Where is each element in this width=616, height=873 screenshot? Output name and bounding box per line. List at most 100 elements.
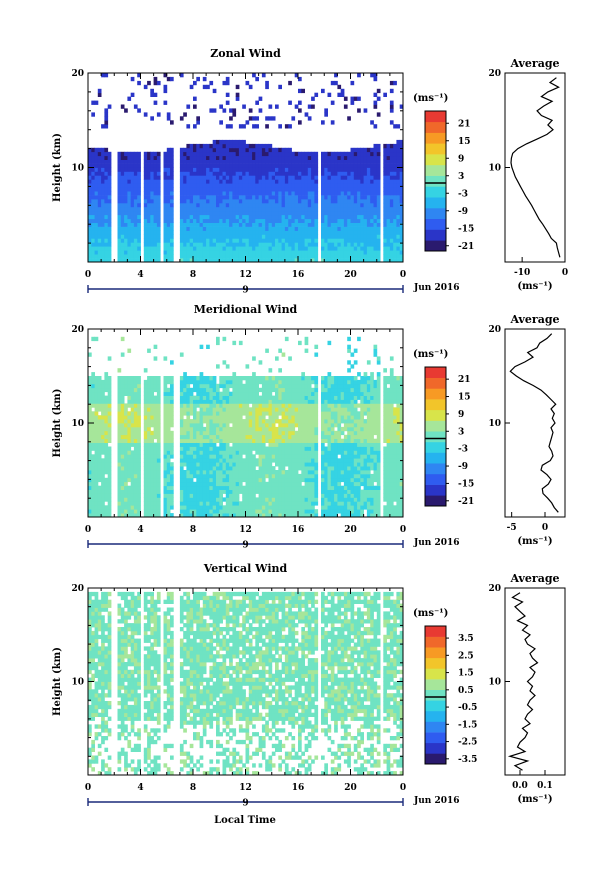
heatmap-cell <box>219 434 223 440</box>
heatmap-cell <box>343 202 348 208</box>
heatmap-cell <box>124 250 128 255</box>
heatmap-cell <box>288 454 292 459</box>
heatmap-cell <box>219 222 223 227</box>
heatmap-cell <box>127 175 132 180</box>
heatmap-cell <box>94 407 99 412</box>
heatmap-cell <box>209 199 214 204</box>
heatmap-cell <box>268 183 273 188</box>
heatmap-cell <box>252 179 256 184</box>
heatmap-cell <box>163 230 168 235</box>
heatmap-cell <box>216 454 220 459</box>
heatmap-cell <box>363 199 368 204</box>
heatmap-cell <box>166 76 171 82</box>
heatmap-cell <box>206 171 210 176</box>
heatmap-cell <box>334 199 338 204</box>
heatmap-cell <box>248 210 253 216</box>
heatmap-cell <box>124 191 128 196</box>
heatmap-cell <box>183 473 187 479</box>
heatmap-cell <box>278 379 282 385</box>
heatmap-cell <box>389 234 394 239</box>
heatmap-cell <box>271 387 276 393</box>
heatmap-cell <box>258 399 263 404</box>
heatmap-cell <box>258 509 263 514</box>
heatmap-cell <box>196 395 200 400</box>
heatmap-cell <box>212 473 217 479</box>
heatmap-cell <box>235 206 240 212</box>
heatmap-cell <box>206 344 210 349</box>
heatmap-cell <box>301 210 305 216</box>
heatmap-cell <box>166 419 171 424</box>
heatmap-cell <box>350 230 355 235</box>
heatmap-cell <box>133 155 138 160</box>
heatmap-cell <box>291 434 296 440</box>
heatmap-cell <box>311 104 315 109</box>
heatmap-cell <box>248 411 253 416</box>
heatmap-cell <box>101 407 105 412</box>
heatmap-cell <box>156 222 161 227</box>
heatmap-cell <box>235 379 240 385</box>
heatmap-cell <box>143 242 148 247</box>
heatmap-cell <box>284 376 289 381</box>
heatmap-cell <box>206 411 210 416</box>
heatmap-cell <box>219 139 223 145</box>
heatmap-cell <box>150 387 154 393</box>
heatmap-cell <box>275 163 279 168</box>
heatmap-cell <box>242 151 246 157</box>
heatmap-cell <box>143 238 148 243</box>
heatmap-cell <box>366 179 371 184</box>
heatmap-cell <box>288 450 292 455</box>
heatmap-cell <box>340 222 345 227</box>
heatmap-cell <box>193 195 197 200</box>
heatmap-cell <box>222 387 227 393</box>
heatmap-cell <box>386 242 391 247</box>
heatmap-cell <box>248 171 253 176</box>
heatmap-cell <box>252 167 256 172</box>
heatmap-cell <box>196 195 200 200</box>
heatmap-cell <box>393 206 397 212</box>
heatmap-cell <box>288 171 292 176</box>
heatmap-cell <box>324 206 328 212</box>
heatmap-cell <box>124 175 128 180</box>
heatmap-cell <box>196 238 200 243</box>
chart-title: Zonal Wind <box>210 47 281 60</box>
heatmap-cell <box>120 171 125 176</box>
heatmap-cell <box>193 171 197 176</box>
heatmap-cell <box>88 477 92 483</box>
heatmap-cell <box>127 442 132 447</box>
heatmap-cell <box>307 238 312 243</box>
heatmap-cell <box>130 383 135 389</box>
heatmap-cell <box>245 446 250 451</box>
heatmap-cell <box>275 462 279 467</box>
heatmap-cell <box>229 462 233 467</box>
heatmap-cell <box>183 171 187 176</box>
heatmap-cell <box>278 434 282 440</box>
heatmap-cell <box>386 218 391 223</box>
heatmap-cell <box>337 187 342 192</box>
heatmap-cell <box>127 477 132 483</box>
heatmap-cell <box>238 234 243 239</box>
heatmap-cell <box>225 124 230 129</box>
heatmap-cell <box>245 509 250 514</box>
heatmap-cell <box>150 254 154 259</box>
x-tick-label: 8 <box>190 270 196 280</box>
heatmap-cell <box>360 250 364 255</box>
heatmap-cell <box>235 383 240 389</box>
heatmap-cell <box>281 206 286 212</box>
heatmap-cell <box>209 202 214 208</box>
heatmap-cell <box>143 84 148 90</box>
heatmap-cell <box>209 167 214 172</box>
heatmap-cell <box>366 246 371 251</box>
heatmap-cell <box>399 242 404 247</box>
heatmap-cell <box>238 489 243 494</box>
heatmap-cell <box>229 238 233 243</box>
heatmap-cell <box>288 407 292 412</box>
heatmap-cell <box>88 419 92 424</box>
heatmap-cell <box>189 466 194 471</box>
heatmap-cell <box>238 195 243 200</box>
heatmap-cell <box>347 171 351 176</box>
heatmap-cell <box>238 462 243 467</box>
heatmap-cell <box>143 513 148 518</box>
heatmap-cell <box>334 179 338 184</box>
heatmap-cell <box>225 458 230 463</box>
heatmap-cell <box>396 238 401 243</box>
